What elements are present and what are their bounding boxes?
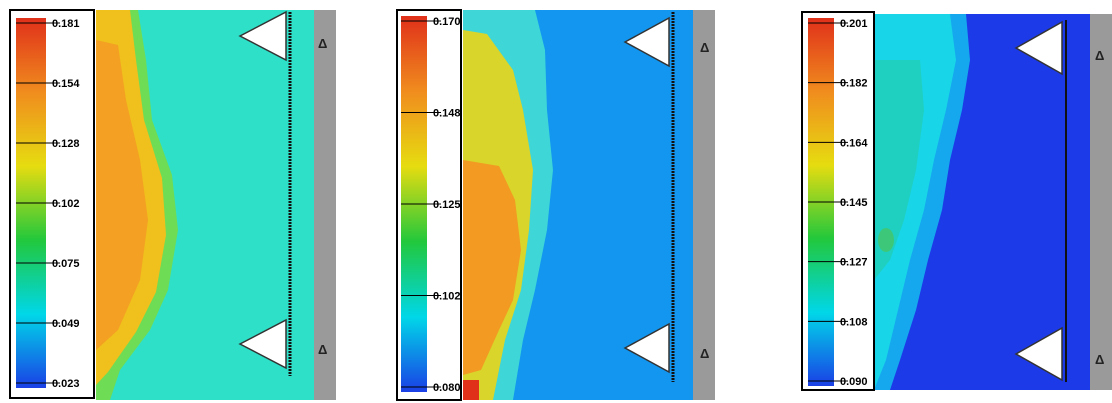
heatmap-panel-2: Δ Δ 0.170 0.148 0.125 0.102 0.080 (395, 0, 735, 403)
colorbar-tick-label-1-5: 0.049 (52, 318, 80, 330)
colorbar-tick-label-2-0: 0.170 (433, 16, 461, 28)
triangle-marker-top-2 (623, 16, 670, 68)
colorbar-tick-label-2-1: 0.148 (433, 108, 461, 120)
strip-marker-bottom-1: Δ (318, 342, 327, 357)
colorbar-tick-label-3-4: 0.127 (840, 257, 868, 269)
gray-strip-1 (314, 10, 336, 400)
plume-spot-2 (463, 380, 479, 400)
colorbar-ticks-2: 0.170 0.148 0.125 0.102 0.080 (401, 16, 461, 394)
plume-core-1 (96, 40, 148, 350)
colorbar-ticks-3: 0.201 0.182 0.164 0.145 0.127 0.108 0.090 (808, 18, 868, 388)
colorbar-tick-label-3-5: 0.108 (840, 316, 868, 328)
colorbar-tick-label-2-2: 0.125 (433, 199, 461, 211)
colorbar-tick-label-3-6: 0.090 (840, 376, 868, 388)
strip-marker-top-3: Δ (1095, 48, 1104, 63)
colorbar-tick-label-2-3: 0.102 (433, 291, 461, 303)
strip-marker-bottom-3: Δ (1095, 352, 1104, 367)
heatmap-panel-1: Δ Δ 0.181 0.154 0.128 0.102 0.075 0.049 0.023 (0, 0, 370, 403)
heatmap-svg-3: Δ Δ 0.201 0.182 0.164 0.145 0.127 0.108 0.090 (801, 11, 1112, 391)
colorbar-tick-label-3-2: 0.164 (840, 137, 868, 149)
colorbar-tick-label-1-3: 0.102 (52, 198, 80, 210)
colorbar-tick-label-3-0: 0.201 (840, 18, 868, 30)
colorbar-tick-label-1-6: 0.023 (52, 378, 80, 390)
triangle-marker-bottom-1 (238, 318, 287, 370)
heatmap-svg-1: Δ Δ 0.181 0.154 0.128 0.102 0.075 0.049 0.023 (9, 9, 336, 400)
colorbar-tick-label-1-0: 0.181 (52, 18, 80, 30)
plume-core-3 (874, 60, 924, 280)
gray-strip-3 (1090, 14, 1112, 390)
triangle-marker-top-3 (1014, 20, 1063, 76)
triangle-marker-bottom-2 (623, 322, 670, 374)
strip-marker-top-1: Δ (318, 36, 327, 51)
colorbar-ticks-1: 0.181 0.154 0.128 0.102 0.075 0.049 0.023 (16, 18, 80, 390)
colorbar-tick-label-1-1: 0.154 (52, 78, 80, 90)
heatmap-svg-2: Δ Δ 0.170 0.148 0.125 0.102 0.080 (396, 9, 715, 401)
colorbar-tick-label-1-2: 0.128 (52, 138, 80, 150)
colorbar-tick-label-1-4: 0.075 (52, 258, 80, 270)
heatmap-panel-3: Δ Δ 0.201 0.182 0.164 0.145 0.127 0.108 0.090 (800, 0, 1112, 403)
colorbar-tick-label-3-3: 0.145 (840, 197, 868, 209)
strip-marker-bottom-2: Δ (700, 346, 709, 361)
gray-strip-2 (693, 10, 715, 400)
colorbar-tick-label-3-1: 0.182 (840, 78, 868, 90)
strip-marker-top-2: Δ (700, 40, 709, 55)
colorbar-tick-label-2-4: 0.080 (433, 382, 461, 394)
plume-core-2 (463, 160, 521, 375)
plume-green-spot-3 (878, 228, 894, 252)
triangle-marker-bottom-3 (1014, 326, 1063, 382)
triangle-marker-top-1 (238, 10, 287, 62)
